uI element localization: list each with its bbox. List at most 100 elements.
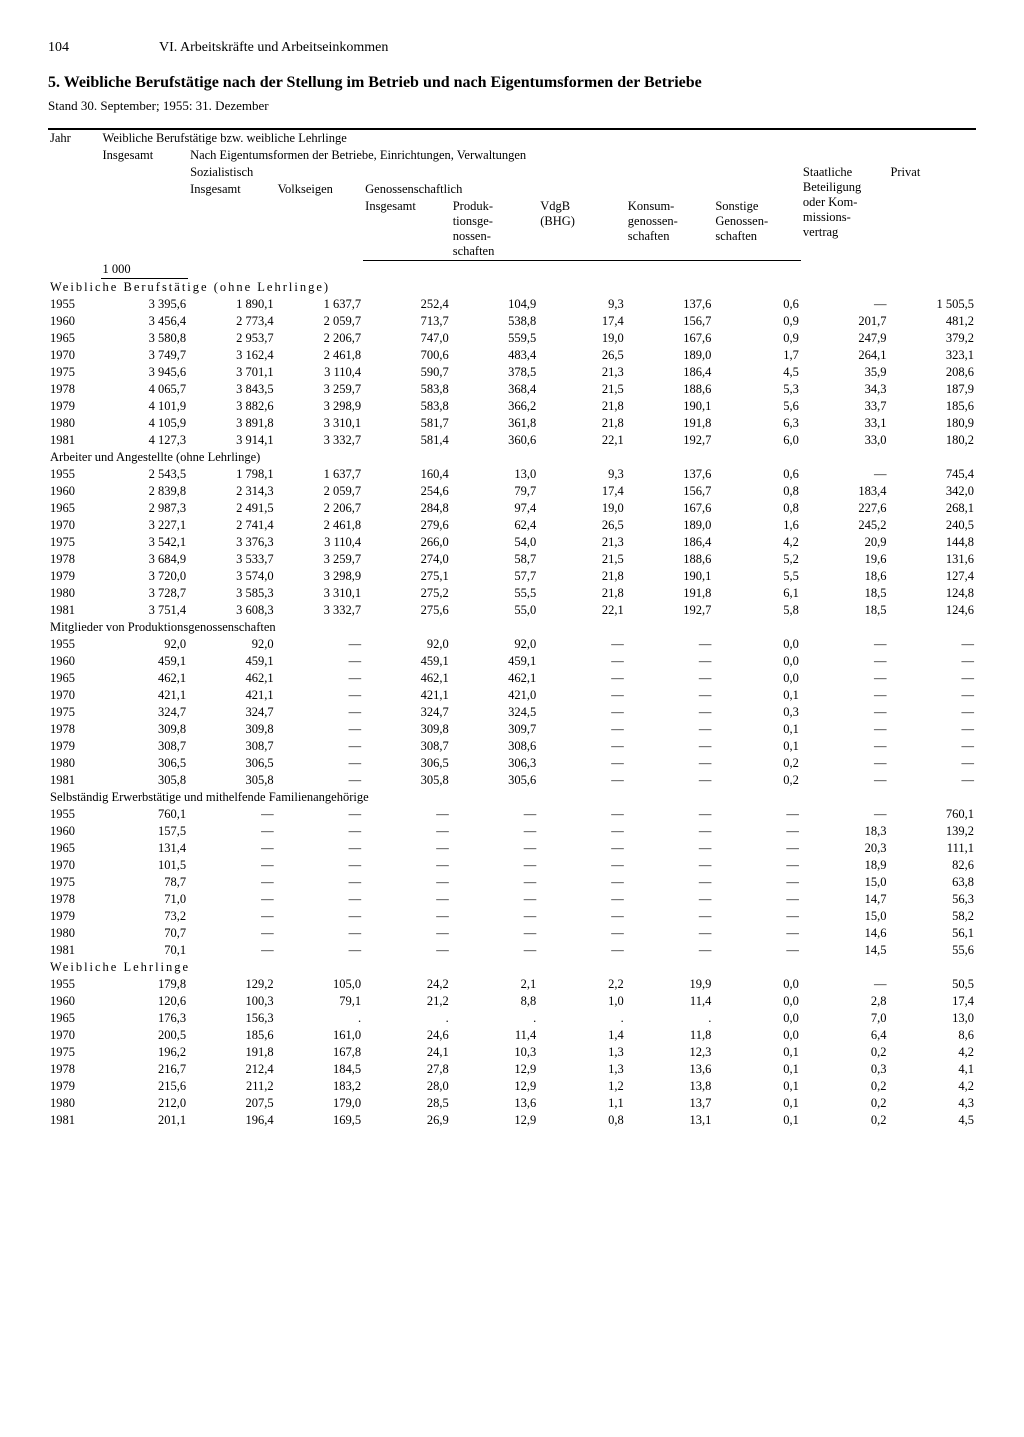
col-group-genoss: Genossenschaftlich: [363, 181, 801, 198]
cell-value: —: [188, 857, 276, 874]
cell-value: 3 882,6: [188, 398, 276, 415]
cell-year: 1975: [48, 364, 101, 381]
cell-year: 1979: [48, 1078, 101, 1095]
cell-value: 559,5: [451, 330, 539, 347]
cell-value: 0,1: [713, 738, 801, 755]
cell-value: 73,2: [101, 908, 189, 925]
cell-value: 71,0: [101, 891, 189, 908]
cell-value: 4,5: [713, 364, 801, 381]
cell-value: 124,8: [888, 585, 976, 602]
cell-value: 305,6: [451, 772, 539, 789]
cell-value: 0,1: [713, 1078, 801, 1095]
cell-year: 1960: [48, 313, 101, 330]
cell-value: 462,1: [188, 670, 276, 687]
cell-year: 1975: [48, 874, 101, 891]
cell-value: 0,0: [713, 1010, 801, 1027]
table-row: 1975196,2191,8167,824,110,31,312,30,10,2…: [48, 1044, 976, 1061]
cell-value: 3 533,7: [188, 551, 276, 568]
cell-value: 361,8: [451, 415, 539, 432]
cell-value: 179,0: [276, 1095, 364, 1112]
cell-value: 185,6: [188, 1027, 276, 1044]
cell-value: —: [713, 857, 801, 874]
table-row: 1970200,5185,6161,024,611,41,411,80,06,4…: [48, 1027, 976, 1044]
cell-value: 187,9: [888, 381, 976, 398]
cell-value: 12,3: [626, 1044, 714, 1061]
cell-value: 4 105,9: [101, 415, 189, 432]
table-row: 1978309,8309,8—309,8309,7——0,1——: [48, 721, 976, 738]
cell-value: 20,9: [801, 534, 889, 551]
cell-value: 1 505,5: [888, 296, 976, 313]
cell-value: 57,7: [451, 568, 539, 585]
cell-value: —: [276, 908, 364, 925]
cell-value: 50,5: [888, 976, 976, 993]
col-volkseigen: Volkseigen: [276, 181, 364, 261]
cell-value: 215,6: [101, 1078, 189, 1095]
section-label: Arbeiter und Angestellte (ohne Lehrlinge…: [48, 449, 976, 466]
cell-value: 35,9: [801, 364, 889, 381]
cell-value: —: [888, 670, 976, 687]
cell-value: 8,8: [451, 993, 539, 1010]
cell-value: —: [188, 840, 276, 857]
cell-value: 3 227,1: [101, 517, 189, 534]
cell-year: 1980: [48, 925, 101, 942]
cell-value: 1,3: [538, 1061, 626, 1078]
cell-year: 1981: [48, 602, 101, 619]
col-konsum: Konsum- genossen- schaften: [626, 198, 714, 261]
cell-value: —: [538, 806, 626, 823]
cell-value: 191,8: [626, 585, 714, 602]
cell-value: —: [188, 874, 276, 891]
cell-year: 1955: [48, 296, 101, 313]
cell-value: 2,1: [451, 976, 539, 993]
cell-value: 1,1: [538, 1095, 626, 1112]
cell-value: 0,1: [713, 687, 801, 704]
cell-value: —: [276, 721, 364, 738]
cell-value: 1,0: [538, 993, 626, 1010]
cell-value: —: [538, 942, 626, 959]
cell-year: 1981: [48, 942, 101, 959]
cell-year: 1975: [48, 1044, 101, 1061]
cell-value: —: [801, 721, 889, 738]
cell-value: 54,0: [451, 534, 539, 551]
data-table: Jahr Weibliche Berufstätige bzw. weiblic…: [48, 130, 976, 1129]
cell-value: 305,8: [363, 772, 451, 789]
cell-value: —: [888, 755, 976, 772]
cell-value: 28,0: [363, 1078, 451, 1095]
cell-year: 1979: [48, 568, 101, 585]
table-row: 1979215,6211,2183,228,012,91,213,80,10,2…: [48, 1078, 976, 1095]
cell-value: 97,4: [451, 500, 539, 517]
cell-value: —: [276, 738, 364, 755]
cell-value: 120,6: [101, 993, 189, 1010]
cell-year: 1978: [48, 891, 101, 908]
cell-value: —: [801, 704, 889, 721]
col-vdgb: VdgB (BHG): [538, 198, 626, 261]
cell-value: —: [276, 687, 364, 704]
cell-value: —: [713, 874, 801, 891]
cell-value: —: [276, 670, 364, 687]
col-group-eigen: Nach Eigentumsformen der Betriebe, Einri…: [188, 147, 976, 164]
cell-value: 274,0: [363, 551, 451, 568]
cell-value: 185,6: [888, 398, 976, 415]
cell-year: 1979: [48, 738, 101, 755]
cell-value: —: [538, 738, 626, 755]
cell-value: 11,4: [451, 1027, 539, 1044]
cell-value: —: [538, 687, 626, 704]
cell-value: —: [538, 840, 626, 857]
cell-value: 56,1: [888, 925, 976, 942]
cell-value: 306,5: [188, 755, 276, 772]
cell-value: 9,3: [538, 296, 626, 313]
table-row: 1955179,8129,2105,024,22,12,219,90,0—50,…: [48, 976, 976, 993]
cell-value: 188,6: [626, 551, 714, 568]
cell-value: —: [626, 891, 714, 908]
cell-value: —: [626, 874, 714, 891]
cell-value: —: [713, 925, 801, 942]
cell-value: 266,0: [363, 534, 451, 551]
table-row: 19703 749,73 162,42 461,8700,6483,426,51…: [48, 347, 976, 364]
table-row: 19753 945,63 701,13 110,4590,7378,521,31…: [48, 364, 976, 381]
table-row: 19793 720,03 574,03 298,9275,157,721,819…: [48, 568, 976, 585]
cell-value: 0,0: [713, 1027, 801, 1044]
cell-year: 1955: [48, 806, 101, 823]
cell-value: 156,3: [188, 1010, 276, 1027]
cell-value: —: [801, 296, 889, 313]
cell-value: 2,2: [538, 976, 626, 993]
cell-year: 1965: [48, 330, 101, 347]
